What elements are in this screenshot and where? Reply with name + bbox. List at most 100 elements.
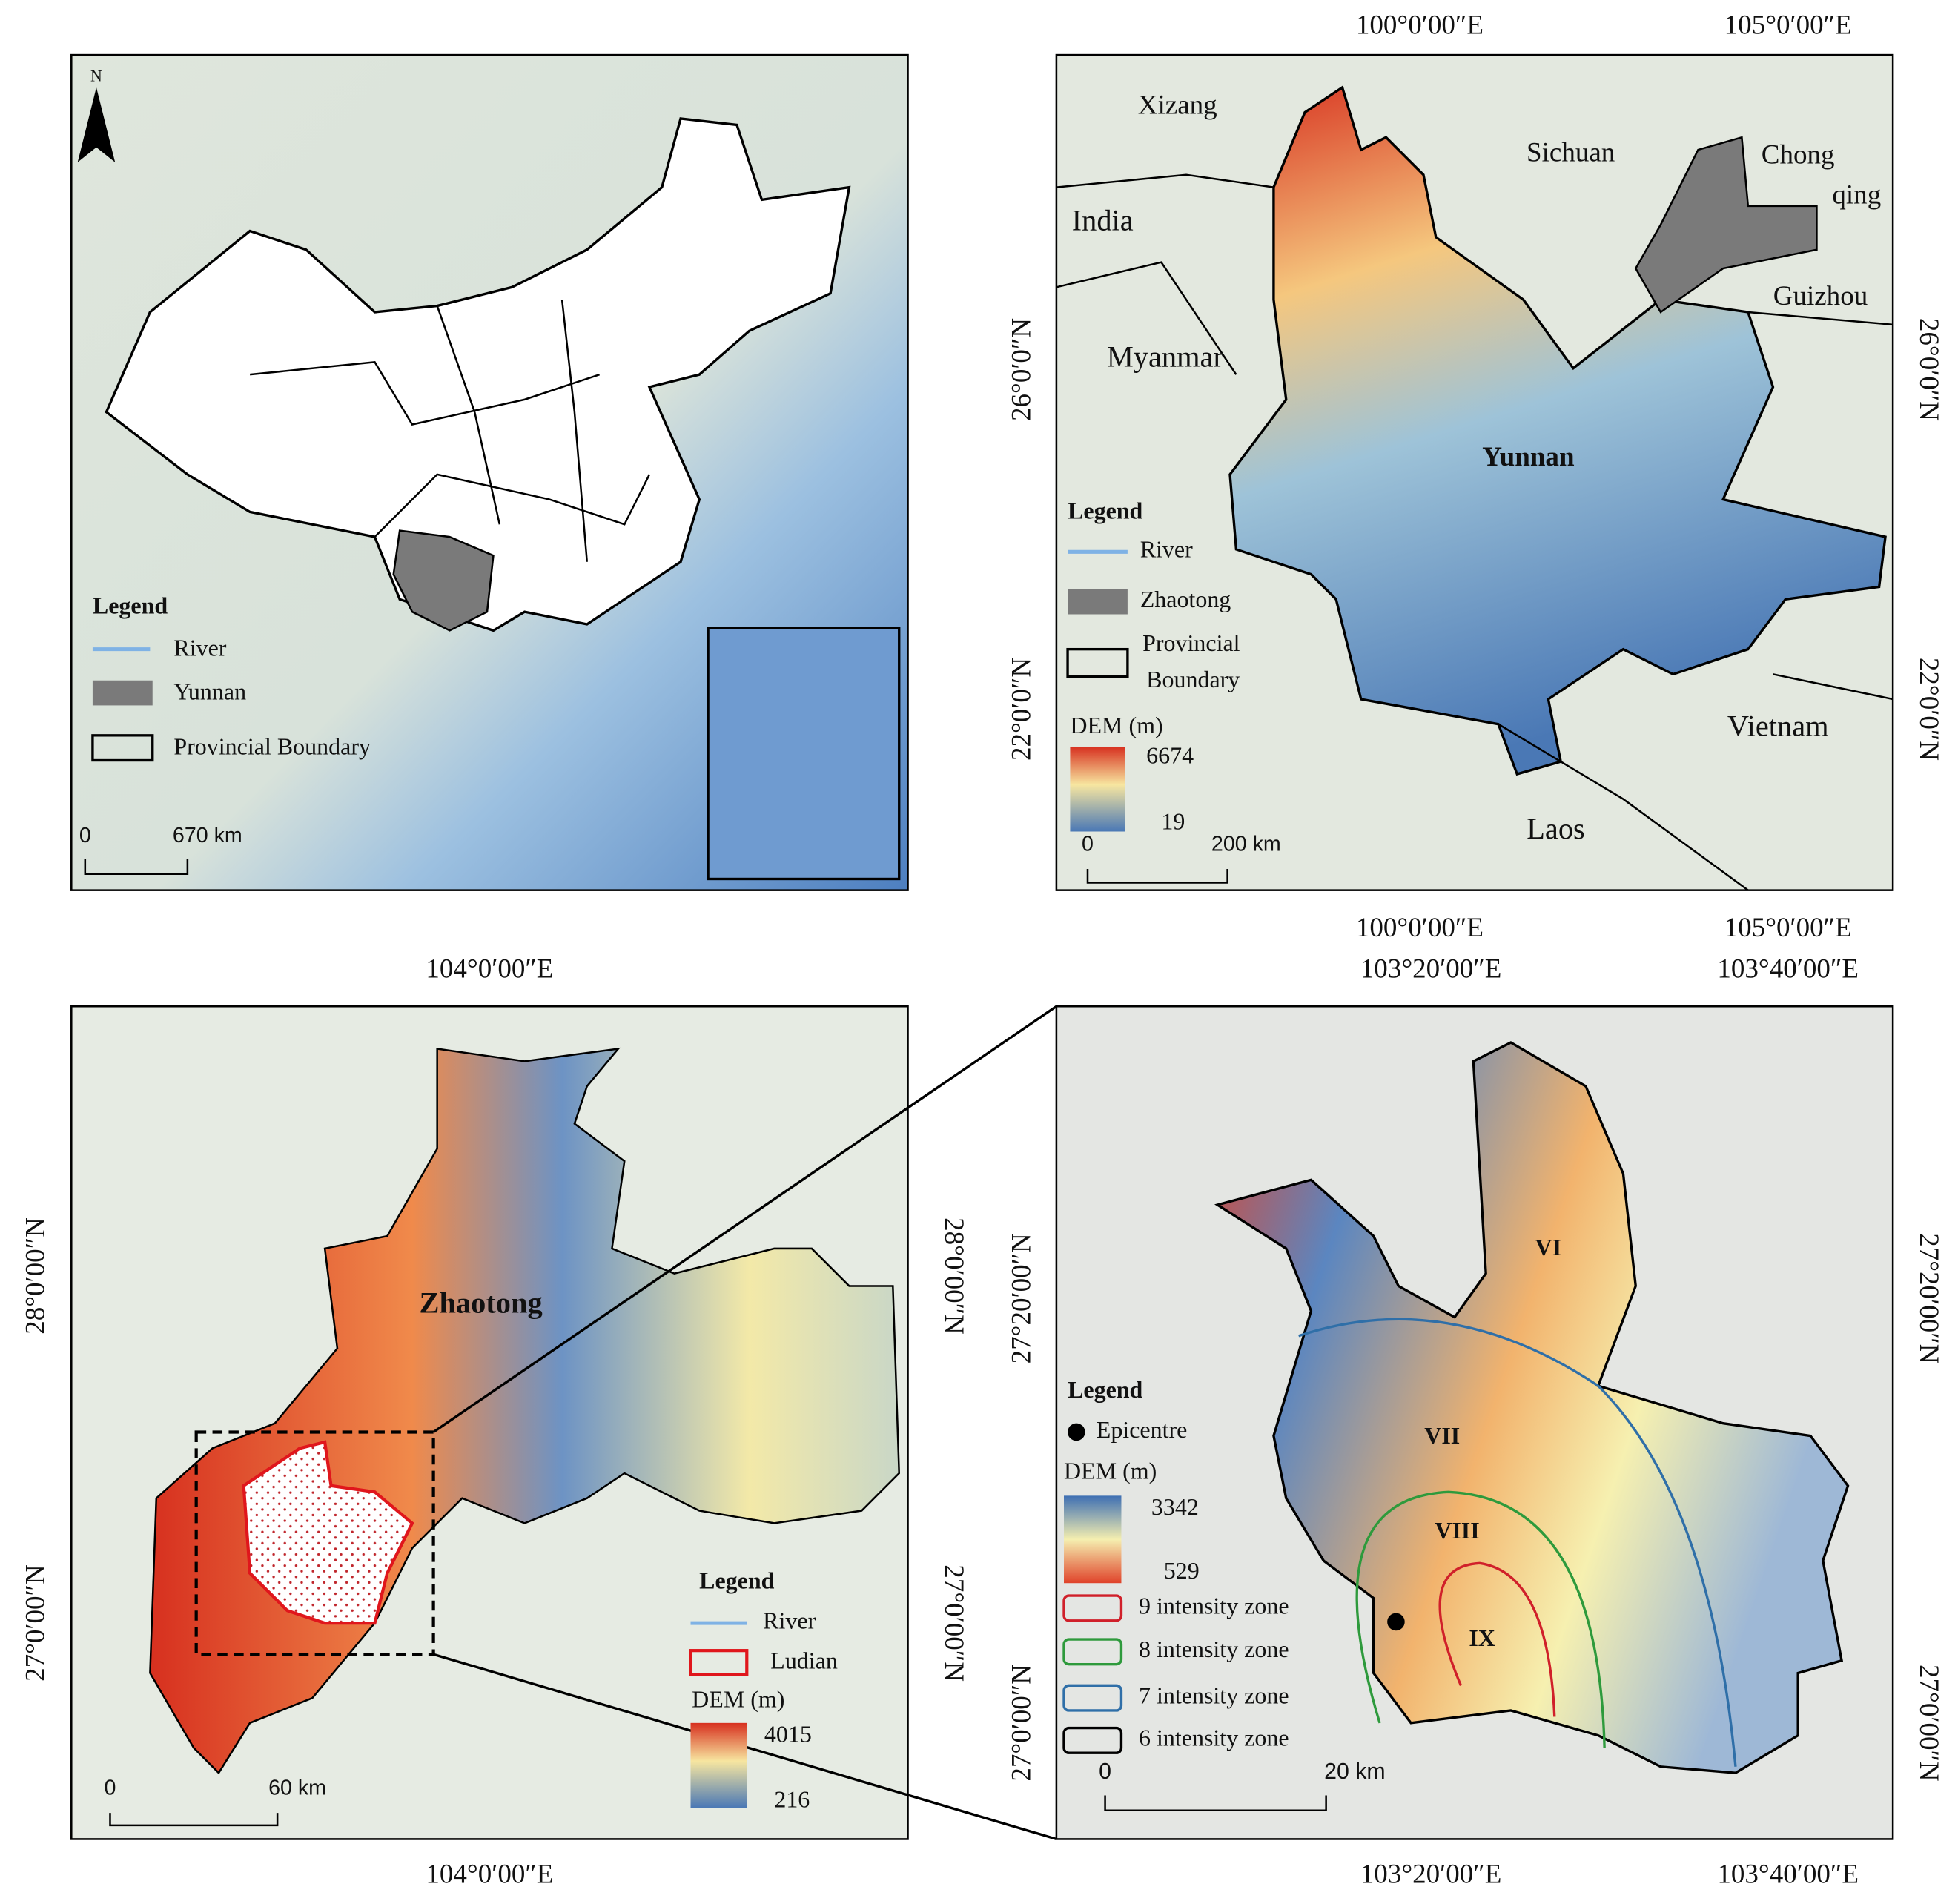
legend-dem-ramp (1070, 746, 1125, 832)
legend-ludian-symbol (689, 1649, 749, 1676)
legend-title: DEM (m) (1070, 712, 1162, 738)
scale-bar (109, 1813, 279, 1827)
zone-label: VII (1424, 1422, 1460, 1449)
scale-label: 0 (79, 824, 91, 847)
legend-value: 529 (1164, 1557, 1200, 1584)
legend-label: River (1140, 536, 1193, 563)
legend-zone-9-symbol (1062, 1594, 1123, 1622)
yunnan-dem (1228, 85, 1887, 776)
legend-title: Legend (1068, 1376, 1143, 1403)
scale-label: 0 (1082, 833, 1094, 856)
legend-label: Boundary (1146, 666, 1240, 692)
country-boundaries (1056, 173, 1893, 891)
legend-label: 6 intensity zone (1139, 1725, 1289, 1751)
legend-value: 216 (774, 1785, 810, 1812)
legend-dem-ramp (690, 1722, 747, 1808)
inset-frame (707, 627, 901, 881)
legend-label: Ludian (770, 1647, 838, 1673)
legend-zone-7-symbol (1062, 1684, 1123, 1712)
legend-title: DEM (m) (692, 1686, 784, 1713)
legend-title: Legend (93, 592, 168, 618)
legend-label: 8 intensity zone (1139, 1636, 1289, 1662)
latitude-label: 27°0′00″N (939, 1564, 969, 1682)
legend-value: 6674 (1146, 741, 1194, 768)
latitude-label: 28°0′00″N (20, 1217, 50, 1335)
zone-label: VI (1535, 1234, 1562, 1260)
legend-title: Legend (699, 1567, 775, 1594)
place-label: India (1072, 204, 1134, 237)
zone-label: VIII (1435, 1517, 1479, 1544)
latitude-label: 22°0′0″N (1914, 658, 1944, 761)
zhaotong-shape (1634, 136, 1818, 314)
scale-bar (1086, 869, 1228, 884)
longitude-label: 103°20′00″E (1360, 1859, 1502, 1889)
legend-zhaotong-symbol (1068, 589, 1128, 615)
province-boundaries (249, 300, 651, 562)
place-label: Zhaotong (420, 1286, 543, 1320)
legend-title: DEM (m) (1064, 1457, 1157, 1484)
legend-label: 7 intensity zone (1139, 1682, 1289, 1708)
legend-label: River (173, 635, 226, 661)
place-label: Vietnam (1727, 710, 1829, 743)
zone-label: IX (1469, 1624, 1495, 1651)
legend-zone-8-symbol (1062, 1638, 1123, 1666)
zone-8-line (1355, 1490, 1606, 1748)
zoom-box (194, 1430, 435, 1656)
legend-label: Yunnan (173, 678, 246, 705)
legend-label: Epicentre (1097, 1416, 1188, 1443)
ludian-dem (1214, 1041, 1850, 1774)
yunnan-shape (392, 529, 495, 632)
north-arrow (77, 87, 116, 162)
longitude-label: 104°0′00″E (426, 1859, 553, 1889)
legend-label: River (763, 1607, 816, 1633)
scale-label: 20 km (1324, 1759, 1386, 1784)
scale-bar (84, 859, 189, 876)
legend-label: Zhaotong (1140, 586, 1231, 612)
legend-dem-ramp (1064, 1495, 1122, 1584)
latitude-label: 26°0′0″N (1914, 318, 1944, 421)
longitude-label: 105°0′00″E (1724, 913, 1852, 943)
place-label: Chong (1762, 140, 1835, 171)
zone-7-line (1298, 1318, 1737, 1767)
place-label: qing (1832, 180, 1881, 211)
legend-yunnan-symbol (92, 680, 153, 706)
longitude-label: 105°0′00″E (1724, 10, 1852, 41)
legend-label: Provincial Boundary (173, 733, 371, 760)
longitude-label: 100°0′00″E (1356, 10, 1484, 41)
longitude-label: 103°20′00″E (1360, 954, 1502, 985)
place-label: Myanmar (1107, 340, 1224, 373)
longitude-label: 103°40′00″E (1717, 1859, 1859, 1889)
legend-title: Legend (1068, 497, 1143, 523)
latitude-label: 27°0′00″N (1007, 1665, 1037, 1782)
latitude-label: 27°0′00″N (20, 1564, 50, 1682)
zoom-line (432, 1005, 1057, 1433)
scale-bar (1104, 1795, 1327, 1811)
place-label: Guizhou (1773, 281, 1868, 311)
legend-boundary-symbol (1066, 647, 1129, 678)
latitude-label: 26°0′0″N (1007, 318, 1037, 421)
north-label: N (90, 66, 102, 85)
legend-label: 9 intensity zone (1139, 1592, 1289, 1619)
legend-value: 3342 (1151, 1493, 1199, 1520)
scale-label: 200 km (1211, 833, 1281, 856)
place-label: Sichuan (1527, 137, 1615, 168)
place-label: Yunnan (1482, 442, 1575, 472)
latitude-label: 27°0′00″N (1914, 1665, 1944, 1782)
legend-zone-6-symbol (1062, 1726, 1123, 1754)
place-label: Xizang (1138, 90, 1217, 120)
longitude-label: 100°0′00″E (1356, 913, 1484, 943)
legend-value: 4015 (764, 1721, 812, 1748)
epicentre (1387, 1613, 1405, 1631)
scale-label: 0 (105, 1776, 116, 1800)
latitude-label: 28°0′00″N (939, 1217, 969, 1335)
ludian-shape (242, 1440, 414, 1625)
zone-9-line (1438, 1561, 1556, 1717)
latitude-label: 27°20′00″N (1914, 1233, 1944, 1363)
legend-label: Provincial (1142, 629, 1240, 656)
scale-label: 670 km (173, 824, 242, 847)
legend-value: 19 (1161, 808, 1185, 835)
longitude-label: 103°40′00″E (1717, 954, 1859, 985)
